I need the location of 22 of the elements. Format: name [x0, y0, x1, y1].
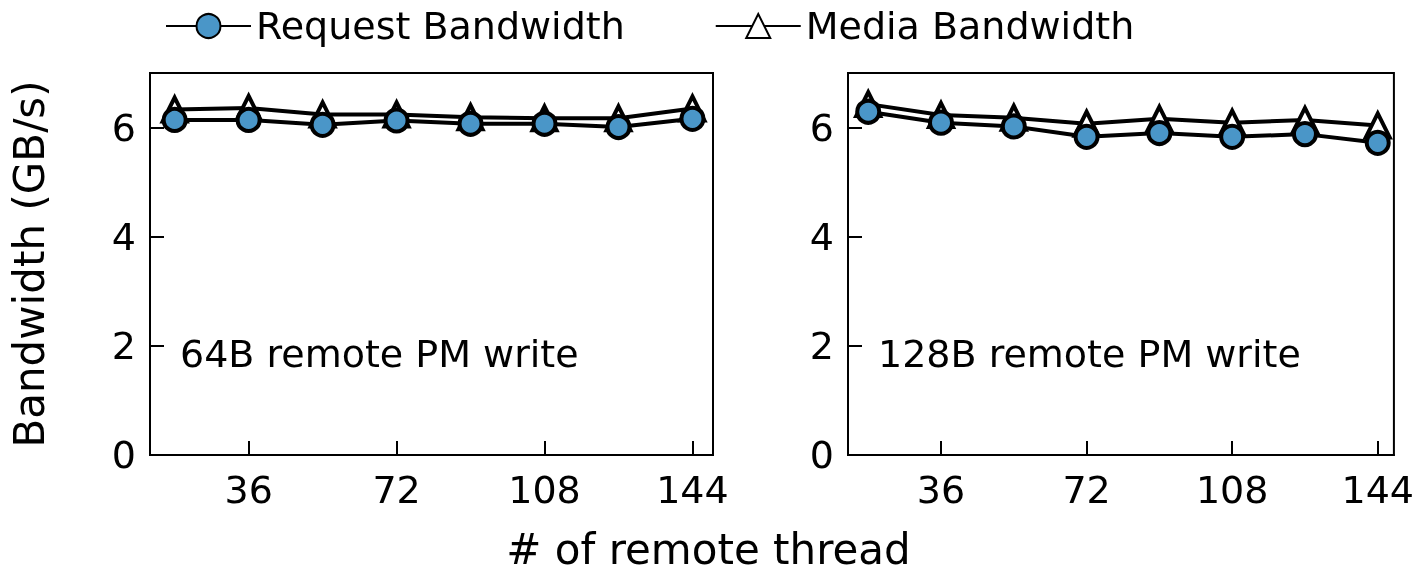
y-tick-label: 2 — [111, 323, 136, 368]
x-tick-label: 108 — [1195, 468, 1269, 512]
x-tick-label: 72 — [1062, 468, 1111, 512]
x-axis-title: # of remote thread — [506, 524, 911, 574]
y-axis-title: Bandwidth (GB/s) — [4, 80, 54, 448]
x-tick-label: 72 — [372, 468, 421, 512]
x-tick-label: 144 — [656, 468, 729, 512]
y-tick-label: 4 — [111, 214, 136, 259]
annotation: 64B remote PM write — [180, 332, 579, 376]
y-tick-label: 6 — [809, 105, 834, 150]
x-tick-label: 108 — [508, 468, 581, 512]
legend-label: Media Bandwidth — [805, 4, 1135, 48]
y-tick-label: 4 — [809, 214, 834, 259]
y-tick-label: 0 — [111, 433, 136, 477]
y-tick-label: 2 — [809, 323, 834, 368]
x-tick-label: 36 — [916, 468, 966, 512]
legend-label: Request Bandwidth — [256, 4, 625, 48]
y-tick-label: 0 — [809, 433, 834, 477]
x-tick-label: 36 — [224, 468, 273, 512]
annotation: 128B remote PM write — [878, 332, 1301, 376]
x-tick-label: 144 — [1341, 468, 1414, 512]
y-tick-label: 6 — [111, 105, 136, 150]
